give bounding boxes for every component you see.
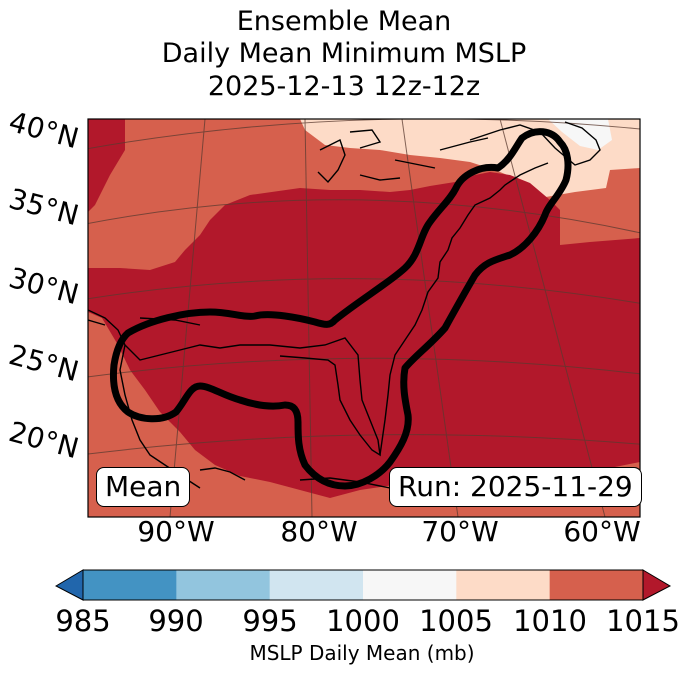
east-coast [379,162,549,456]
yucatan [199,467,246,481]
pressure-above-1015-main [88,172,640,498]
mean-label-box: Mean [96,467,191,507]
colorbar-frame [82,569,644,601]
colorbar-cell [456,570,551,600]
colorbar-tick-1015: 1015 [606,604,680,638]
great-lakes [317,129,489,184]
colorbar-cell [176,570,271,600]
gulf-coast [88,309,381,457]
colorbar [54,569,672,601]
canada-coast [469,121,601,166]
colorbar-cells [83,570,644,600]
colorbar-tick-985: 985 [55,604,111,638]
colorbar-tick-1010: 1010 [513,604,587,638]
colorbar-cell [83,570,177,600]
title-line-2: Daily Mean Minimum MSLP [161,38,527,69]
colorbar-cell [363,570,457,600]
colorbar-label: MSLP Daily Mean (mb) [249,641,475,665]
colorbar-cell [549,570,644,600]
run-date-box: Run: 2025-11-29 [389,467,642,507]
colorbar-extend-low [54,569,84,601]
pressure-above-1015 [88,119,125,212]
graticule [88,119,640,517]
colorbar-extend-high [642,569,672,601]
map-panel [87,118,641,518]
lon-label-90w: 90°W [137,515,215,548]
pressure-1000-1005 [548,119,612,150]
title-line-3: 2025-12-13 12z-12z [207,71,481,102]
colorbar-tick-1000: 1000 [326,604,400,638]
colorbar-tick-990: 990 [148,604,204,638]
map-frame [87,118,641,518]
colorbar-tick-1005: 1005 [419,604,493,638]
lon-label-60w: 60°W [563,515,641,548]
ensemble-contour [109,128,572,490]
title-line-1: Ensemble Mean [236,6,452,37]
lon-label-80w: 80°W [280,515,358,548]
colorbar-cell [269,570,364,600]
lon-label-70w: 70°W [421,515,499,548]
colorbar-tick-995: 995 [242,604,298,638]
